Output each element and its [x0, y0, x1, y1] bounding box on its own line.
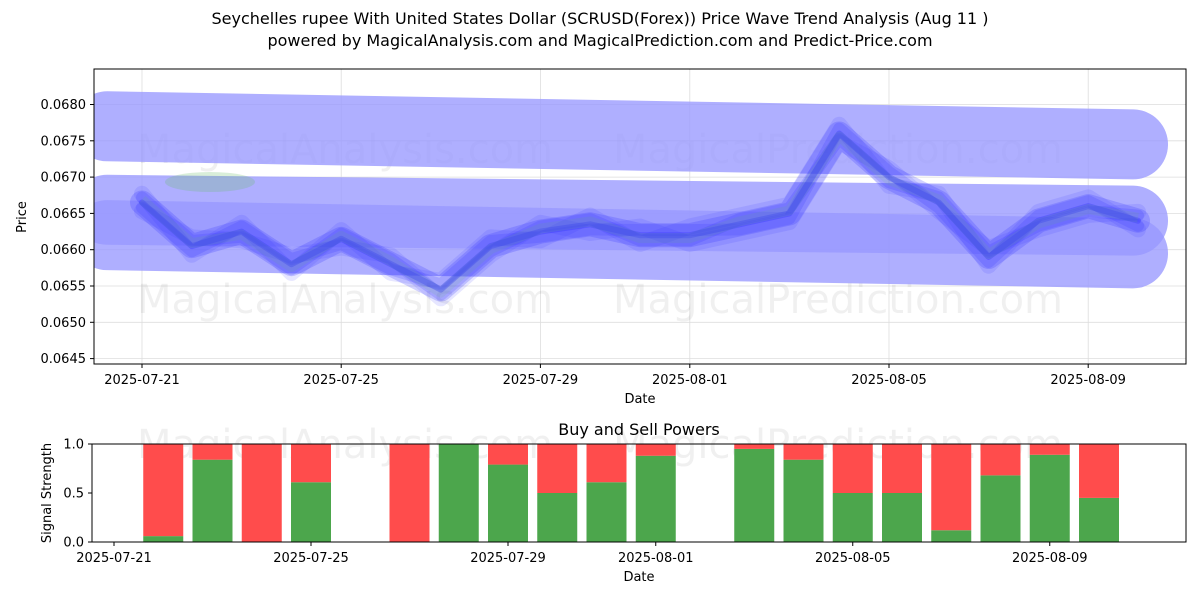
sell-bar [143, 444, 184, 537]
buy-bar [1029, 454, 1070, 542]
buy-bar [537, 493, 578, 542]
buy-bar [586, 482, 627, 542]
green-wave-line [138, 131, 1139, 298]
buy-bar [980, 475, 1021, 542]
figure-subtitle: powered by MagicalAnalysis.com and Magic… [267, 31, 933, 50]
price-y-tick-label: 0.0670 [41, 171, 87, 186]
price-x-tick-label: 2025-07-29 [503, 373, 579, 388]
price-wave-line [134, 134, 1146, 307]
price-x-tick-label: 2025-08-09 [1050, 373, 1126, 388]
signal-x-tick-label: 2025-08-01 [618, 551, 694, 566]
buy-bar [438, 444, 479, 542]
signal-y-tick-label: 0.5 [63, 487, 84, 502]
price-waves [130, 116, 1150, 307]
signal-chart-title: Buy and Sell Powers [558, 420, 720, 439]
trend-band-lower [94, 200, 1169, 289]
price-x-tick-label: 2025-08-05 [851, 373, 927, 388]
signal-x-tick-label: 2025-07-29 [470, 551, 546, 566]
signal-x-tick-label: 2025-08-05 [815, 551, 891, 566]
sell-bar [783, 444, 824, 460]
signal-y-tick-label: 0.0 [63, 536, 84, 551]
price-y-tick-label: 0.0645 [41, 352, 87, 367]
price-y-tick-label: 0.0655 [41, 280, 87, 295]
sell-bar [931, 444, 972, 531]
trend-bands [94, 91, 1169, 289]
sell-bar [192, 444, 233, 460]
signal-y-tick-label: 1.0 [63, 438, 84, 453]
price-y-tick-label: 0.0650 [41, 316, 87, 331]
sell-bar [832, 444, 873, 493]
green-wave-patch [165, 172, 255, 192]
price-wave-core [139, 130, 1141, 293]
price-wave-line [136, 122, 1144, 291]
price-x-tick-label: 2025-07-25 [303, 373, 379, 388]
buy-bar [832, 493, 873, 542]
sell-bar [1029, 444, 1070, 455]
buy-bar [1079, 497, 1119, 542]
signal-x-tick-label: 2025-08-09 [1012, 551, 1088, 566]
price-wave-line [134, 116, 1146, 289]
buy-bar [931, 530, 972, 542]
price-x-tick-label: 2025-07-21 [104, 373, 180, 388]
signal-x-tick-label: 2025-07-21 [76, 551, 152, 566]
sell-bar [241, 444, 282, 542]
sell-bar [882, 444, 922, 493]
sell-bar [586, 444, 627, 483]
price-x-axis-label: Date [624, 392, 655, 407]
sell-bar [635, 444, 676, 456]
buy-bar [488, 464, 528, 542]
price-y-tick-label: 0.0665 [41, 207, 87, 222]
price-y-tick-label: 0.0675 [41, 134, 87, 149]
buy-bar [291, 482, 331, 542]
price-y-axis-label: Price [15, 201, 30, 233]
buy-bar [783, 459, 824, 542]
buy-bar [635, 455, 676, 542]
price-x-tick-label: 2025-08-01 [652, 373, 728, 388]
buy-bar [734, 448, 775, 542]
price-x-ticks: 2025-07-21 2025-07-25 2025-07-29 2025-08-01… [104, 364, 1126, 388]
sell-bar [980, 444, 1021, 476]
sell-bar [734, 444, 775, 449]
signal-y-axis-label: Signal Strength [40, 443, 55, 543]
price-wave-line [136, 132, 1144, 301]
price-y-tick-label: 0.0680 [41, 98, 87, 113]
signal-x-axis-label: Date [623, 570, 654, 585]
buy-bar [882, 493, 922, 542]
price-plot-frame [93, 68, 1187, 365]
sell-bar [488, 444, 528, 465]
price-wave-line [130, 121, 1150, 302]
sell-bar [291, 444, 331, 483]
buy-bar [192, 459, 233, 542]
price-y-tick-label: 0.0660 [41, 243, 87, 258]
signal-x-tick-label: 2025-07-25 [273, 551, 349, 566]
figure-title: Seychelles rupee With United States Doll… [211, 9, 989, 28]
watermark-text: MagicalAnalysis.com [137, 277, 553, 323]
sell-bar [537, 444, 578, 493]
trend-band-upper [94, 91, 1169, 180]
signal-x-ticks: 2025-07-21 2025-07-25 2025-07-29 2025-08-01… [76, 542, 1088, 566]
price-y-ticks: 0.0645 0.0650 0.0655 0.0660 0.0665 0.0670 0.06… [41, 98, 94, 367]
sell-bar [389, 444, 430, 542]
buy-bar [143, 536, 184, 542]
signal-y-ticks: 0.0 0.5 1.0 [63, 438, 92, 551]
sell-bar [1079, 444, 1119, 498]
signal-bars [143, 444, 1119, 542]
